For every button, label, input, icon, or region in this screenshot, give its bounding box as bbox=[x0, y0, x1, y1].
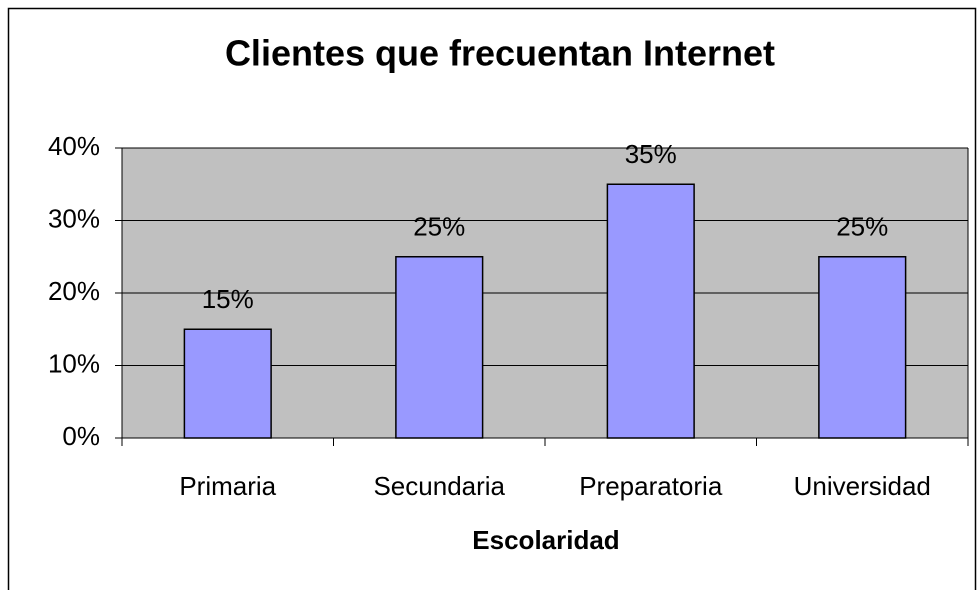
value-label: 25% bbox=[836, 212, 888, 242]
value-label: 35% bbox=[625, 139, 677, 169]
y-tick-label: 40% bbox=[48, 131, 100, 161]
y-tick-label: 30% bbox=[48, 203, 100, 233]
bar bbox=[395, 256, 484, 439]
y-tick-label: 20% bbox=[48, 276, 100, 306]
x-tick-label: Preparatoria bbox=[579, 471, 723, 501]
bar bbox=[818, 256, 907, 439]
x-tick-label: Universidad bbox=[794, 471, 931, 501]
value-label: 25% bbox=[413, 212, 465, 242]
bar bbox=[606, 183, 695, 439]
chart-title: Clientes que frecuentan Internet bbox=[225, 33, 775, 74]
x-tick-label: Primaria bbox=[179, 471, 276, 501]
chart-border bbox=[7, 7, 977, 590]
bar bbox=[183, 328, 272, 439]
value-label: 15% bbox=[202, 284, 254, 314]
x-tick-label: Secundaria bbox=[373, 471, 505, 501]
x-axis-title: Escolaridad bbox=[472, 525, 619, 555]
y-tick-label: 0% bbox=[62, 421, 100, 451]
y-tick-label: 10% bbox=[48, 348, 100, 378]
